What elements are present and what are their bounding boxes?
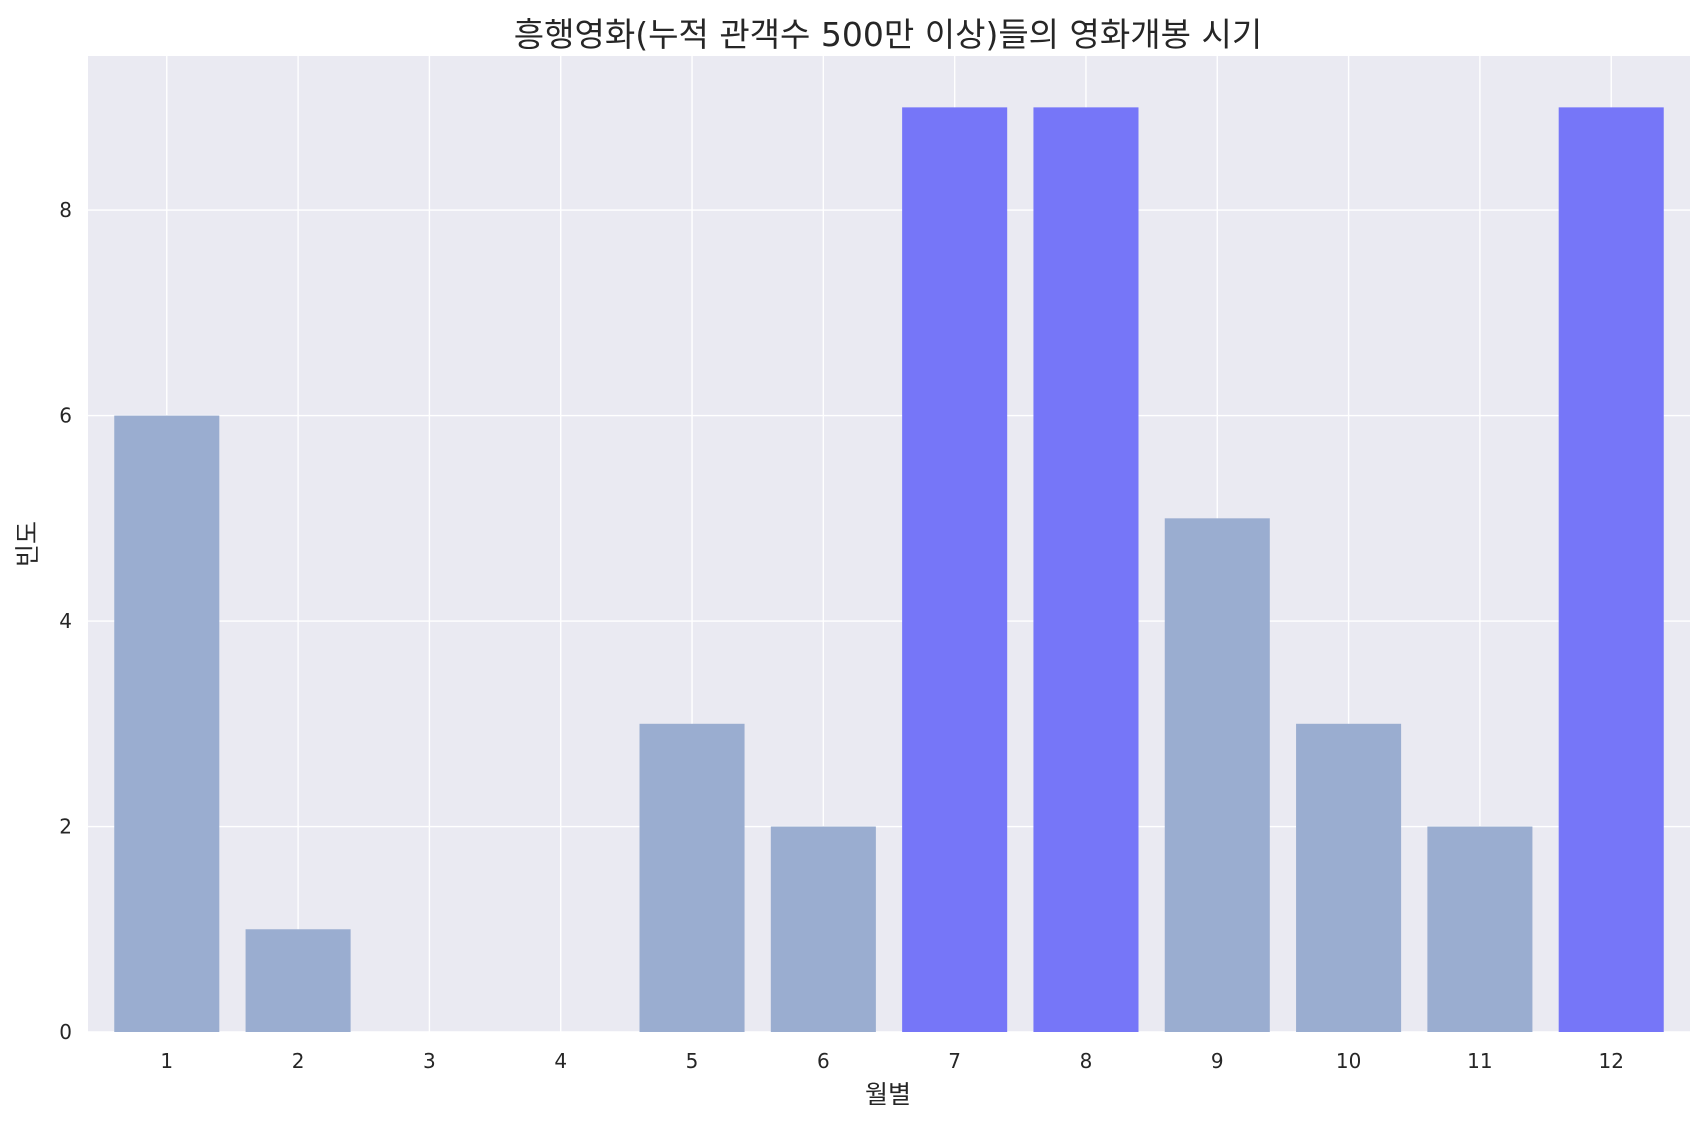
x-tick-label: 2 [292, 1049, 305, 1073]
x-tick-label: 4 [554, 1049, 567, 1073]
bar-8 [1033, 107, 1139, 1033]
x-tick-label: 5 [686, 1049, 699, 1073]
y-tick-label: 8 [59, 198, 72, 222]
chart-title: 흥행영화(누적 관객수 500만 이상)들의 영화개봉 시기 [514, 15, 1262, 54]
x-tick-label: 8 [1080, 1049, 1093, 1073]
x-tick-label: 9 [1211, 1049, 1224, 1073]
x-tick-label: 3 [423, 1049, 436, 1073]
y-axis-label: 빈도 [13, 521, 42, 567]
x-axis-label: 월별 [865, 1080, 911, 1109]
x-axis-ticks: 1 2 3 4 5 6 7 8 9 10 11 12 [160, 1049, 1624, 1073]
bars [114, 107, 1664, 1033]
y-axis-ticks: 0 2 4 6 8 [59, 198, 72, 1044]
bar-10 [1296, 723, 1402, 1032]
x-tick-label: 11 [1467, 1049, 1492, 1073]
x-tick-label: 6 [817, 1049, 830, 1073]
bar-7 [902, 107, 1008, 1033]
x-tick-label: 1 [160, 1049, 173, 1073]
bar-9 [1164, 518, 1270, 1032]
x-tick-label: 7 [948, 1049, 961, 1073]
x-tick-label: 10 [1336, 1049, 1361, 1073]
y-tick-label: 4 [59, 609, 72, 633]
bar-1 [114, 415, 220, 1032]
bar-12 [1558, 107, 1664, 1033]
y-tick-label: 2 [59, 815, 72, 839]
plot-area [88, 56, 1690, 1032]
bar-5 [639, 723, 745, 1032]
y-tick-label: 6 [59, 404, 72, 428]
x-tick-label: 12 [1598, 1049, 1623, 1073]
y-tick-label: 0 [59, 1020, 72, 1044]
bar-2 [245, 929, 351, 1032]
bar-11 [1427, 826, 1533, 1032]
bar-6 [770, 826, 876, 1032]
